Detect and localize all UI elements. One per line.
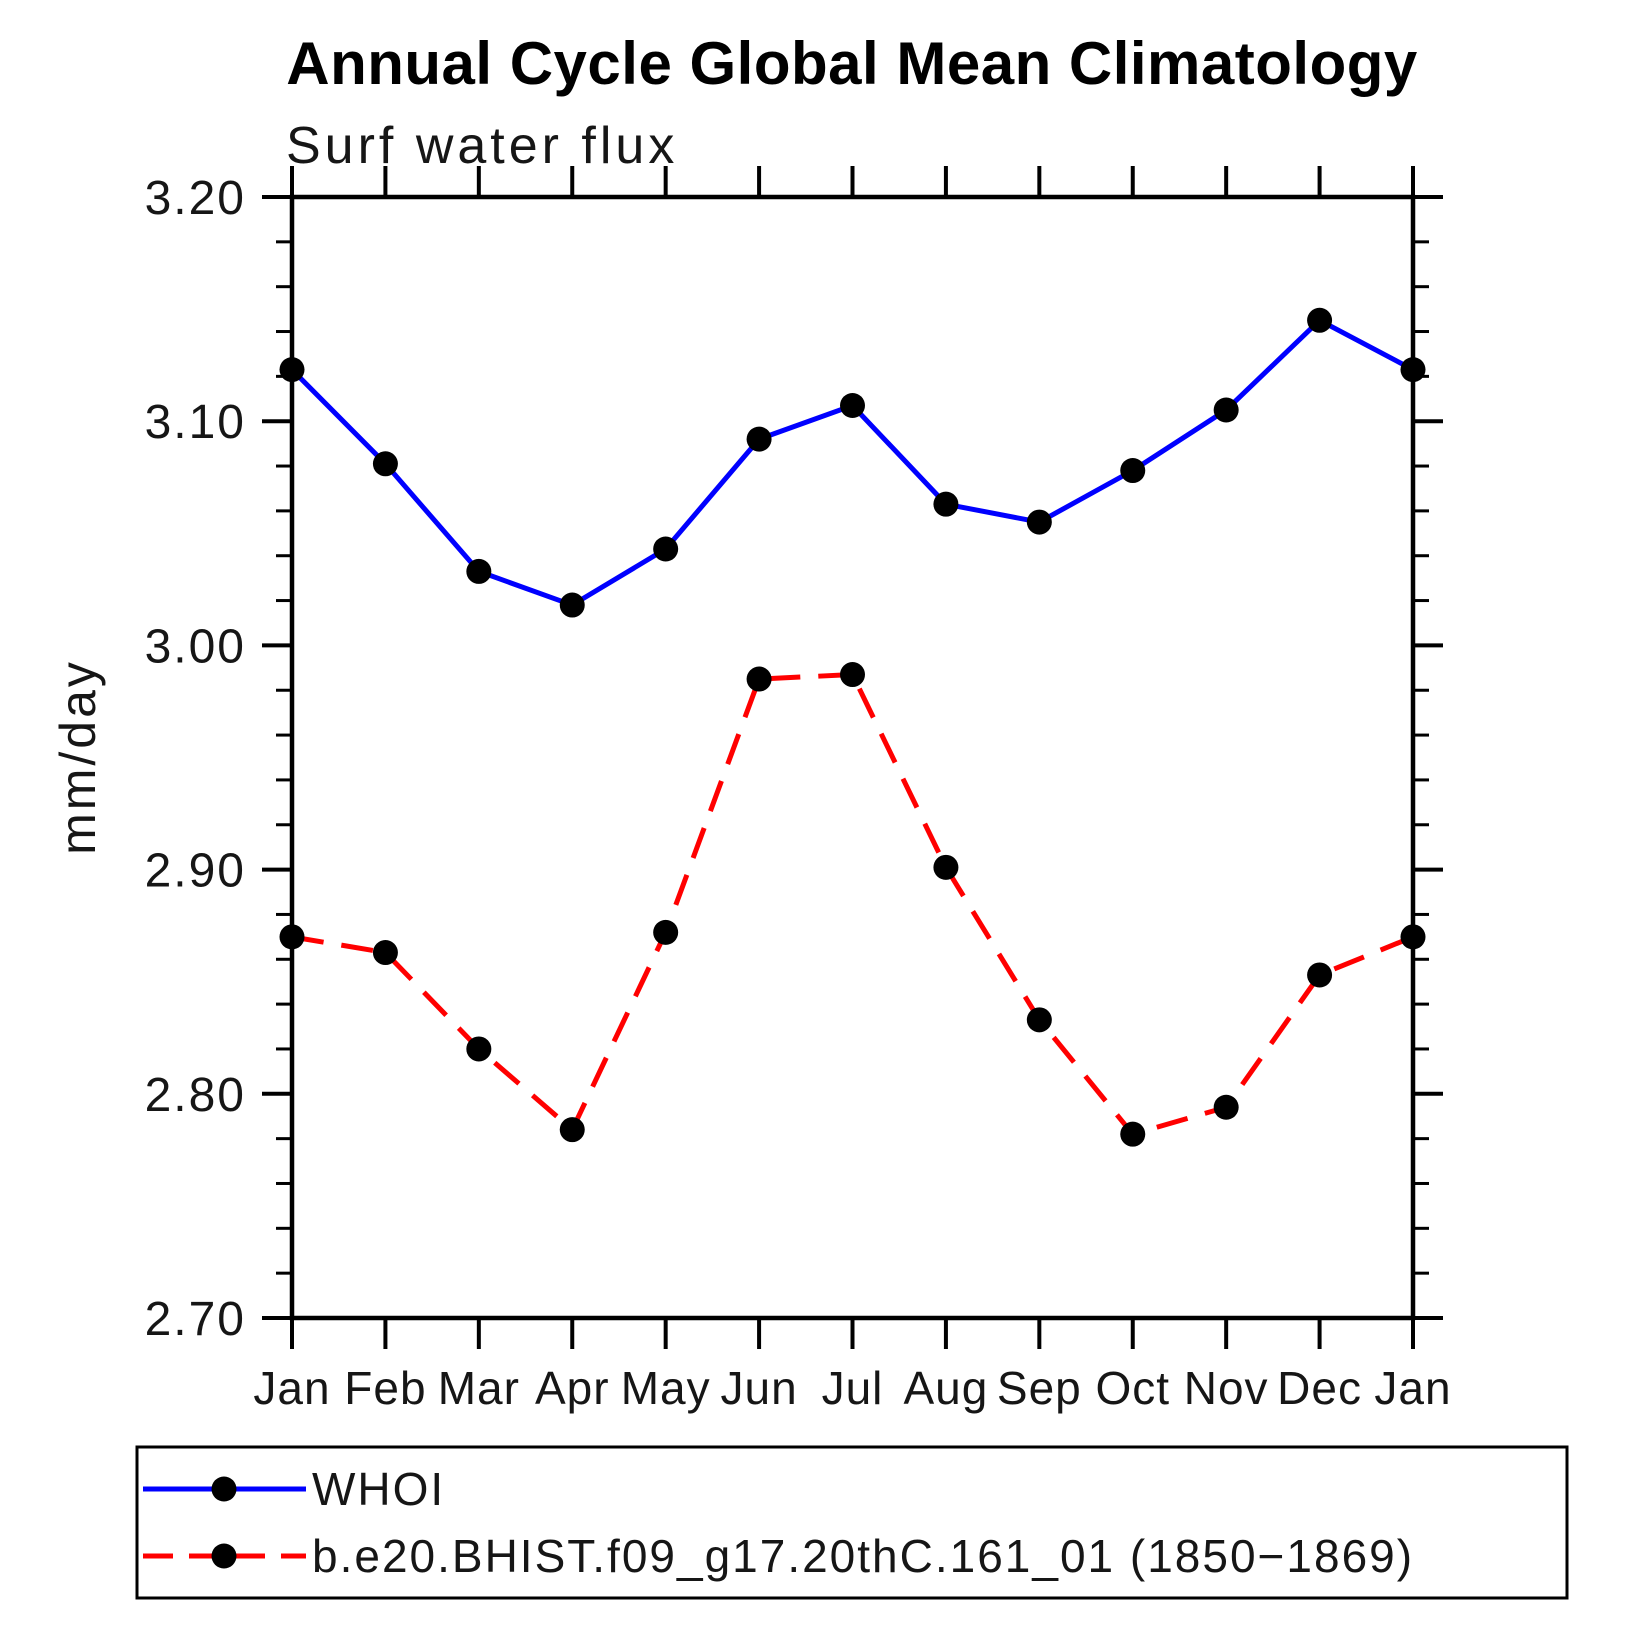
x-tick-label: Mar [438, 1362, 520, 1414]
legend-label-model: b.e20.BHIST.f09_g17.20thC.161_01 (1850−1… [312, 1530, 1414, 1582]
x-tick-label: Apr [535, 1362, 610, 1414]
x-tick-label: Jan [1374, 1362, 1451, 1414]
x-tick-label: Oct [1095, 1362, 1170, 1414]
legend-box [135, 1445, 1569, 1600]
data-point-model [933, 854, 959, 880]
plot-frame [289, 194, 1416, 1321]
data-point-model [746, 666, 772, 692]
x-tick-label: Sep [997, 1362, 1082, 1414]
y-tick-label: 3.20 [145, 172, 246, 225]
y-tick-label: 2.90 [145, 845, 246, 898]
data-point-whoi [653, 536, 679, 562]
data-point-whoi [1400, 357, 1426, 383]
data-point-whoi [1213, 397, 1239, 423]
data-point-model [1213, 1094, 1239, 1120]
data-point-model [466, 1036, 492, 1062]
y-tick-label: 2.80 [145, 1069, 246, 1122]
data-point-model [840, 662, 865, 688]
data-point-model [559, 1117, 585, 1143]
data-point-model [653, 919, 679, 945]
data-point-whoi [1026, 509, 1052, 535]
y-tick-label: 3.10 [145, 396, 246, 449]
y-tick-label: 2.70 [145, 1293, 246, 1346]
x-tick-label: May [621, 1362, 711, 1414]
data-point-model [372, 940, 398, 966]
series-line-model [291, 671, 1414, 1138]
x-tick-label: Nov [1184, 1362, 1269, 1414]
data-point-model [279, 924, 305, 950]
data-point-whoi [279, 357, 305, 383]
x-tick-label: Jan [253, 1362, 330, 1414]
data-point-whoi [933, 491, 959, 517]
data-point-whoi [466, 558, 492, 584]
data-point-whoi [1120, 458, 1146, 484]
y-tick-label: 3.00 [145, 620, 246, 673]
legend-label-whoi: WHOI [312, 1463, 445, 1515]
data-point-model [1307, 962, 1333, 988]
legend-sample-marker [211, 1543, 237, 1569]
data-point-whoi [1307, 307, 1333, 333]
legend-sample-marker [211, 1476, 237, 1502]
x-tick-label: Dec [1277, 1362, 1362, 1414]
chart-subtitle: Surf water flux [286, 117, 678, 175]
plot-area: Jan Feb Mar Apr May Jun Jul Aug Sep Oct Nov Dec Jan2… [145, 166, 1451, 1414]
y-axis-label: mm/day [50, 659, 106, 855]
x-tick-label: Aug [903, 1362, 988, 1414]
data-point-whoi [559, 592, 585, 618]
data-point-model [1026, 1007, 1052, 1033]
chart-title: Annual Cycle Global Mean Climatology [286, 30, 1418, 97]
data-point-model [1400, 924, 1426, 950]
x-tick-label: Jun [720, 1362, 797, 1414]
legend-samples [143, 1476, 306, 1569]
series-line-whoi [290, 317, 1415, 608]
x-tick-label: Jul [822, 1362, 884, 1414]
data-point-model [1120, 1121, 1146, 1147]
x-tick-label: Feb [344, 1362, 426, 1414]
legend: WHOI b.e20.BHIST.f09_g17.20thC.161_01 (1… [135, 1445, 1569, 1600]
data-point-whoi [746, 426, 772, 452]
data-point-whoi [372, 451, 398, 477]
data-point-whoi [840, 393, 865, 419]
